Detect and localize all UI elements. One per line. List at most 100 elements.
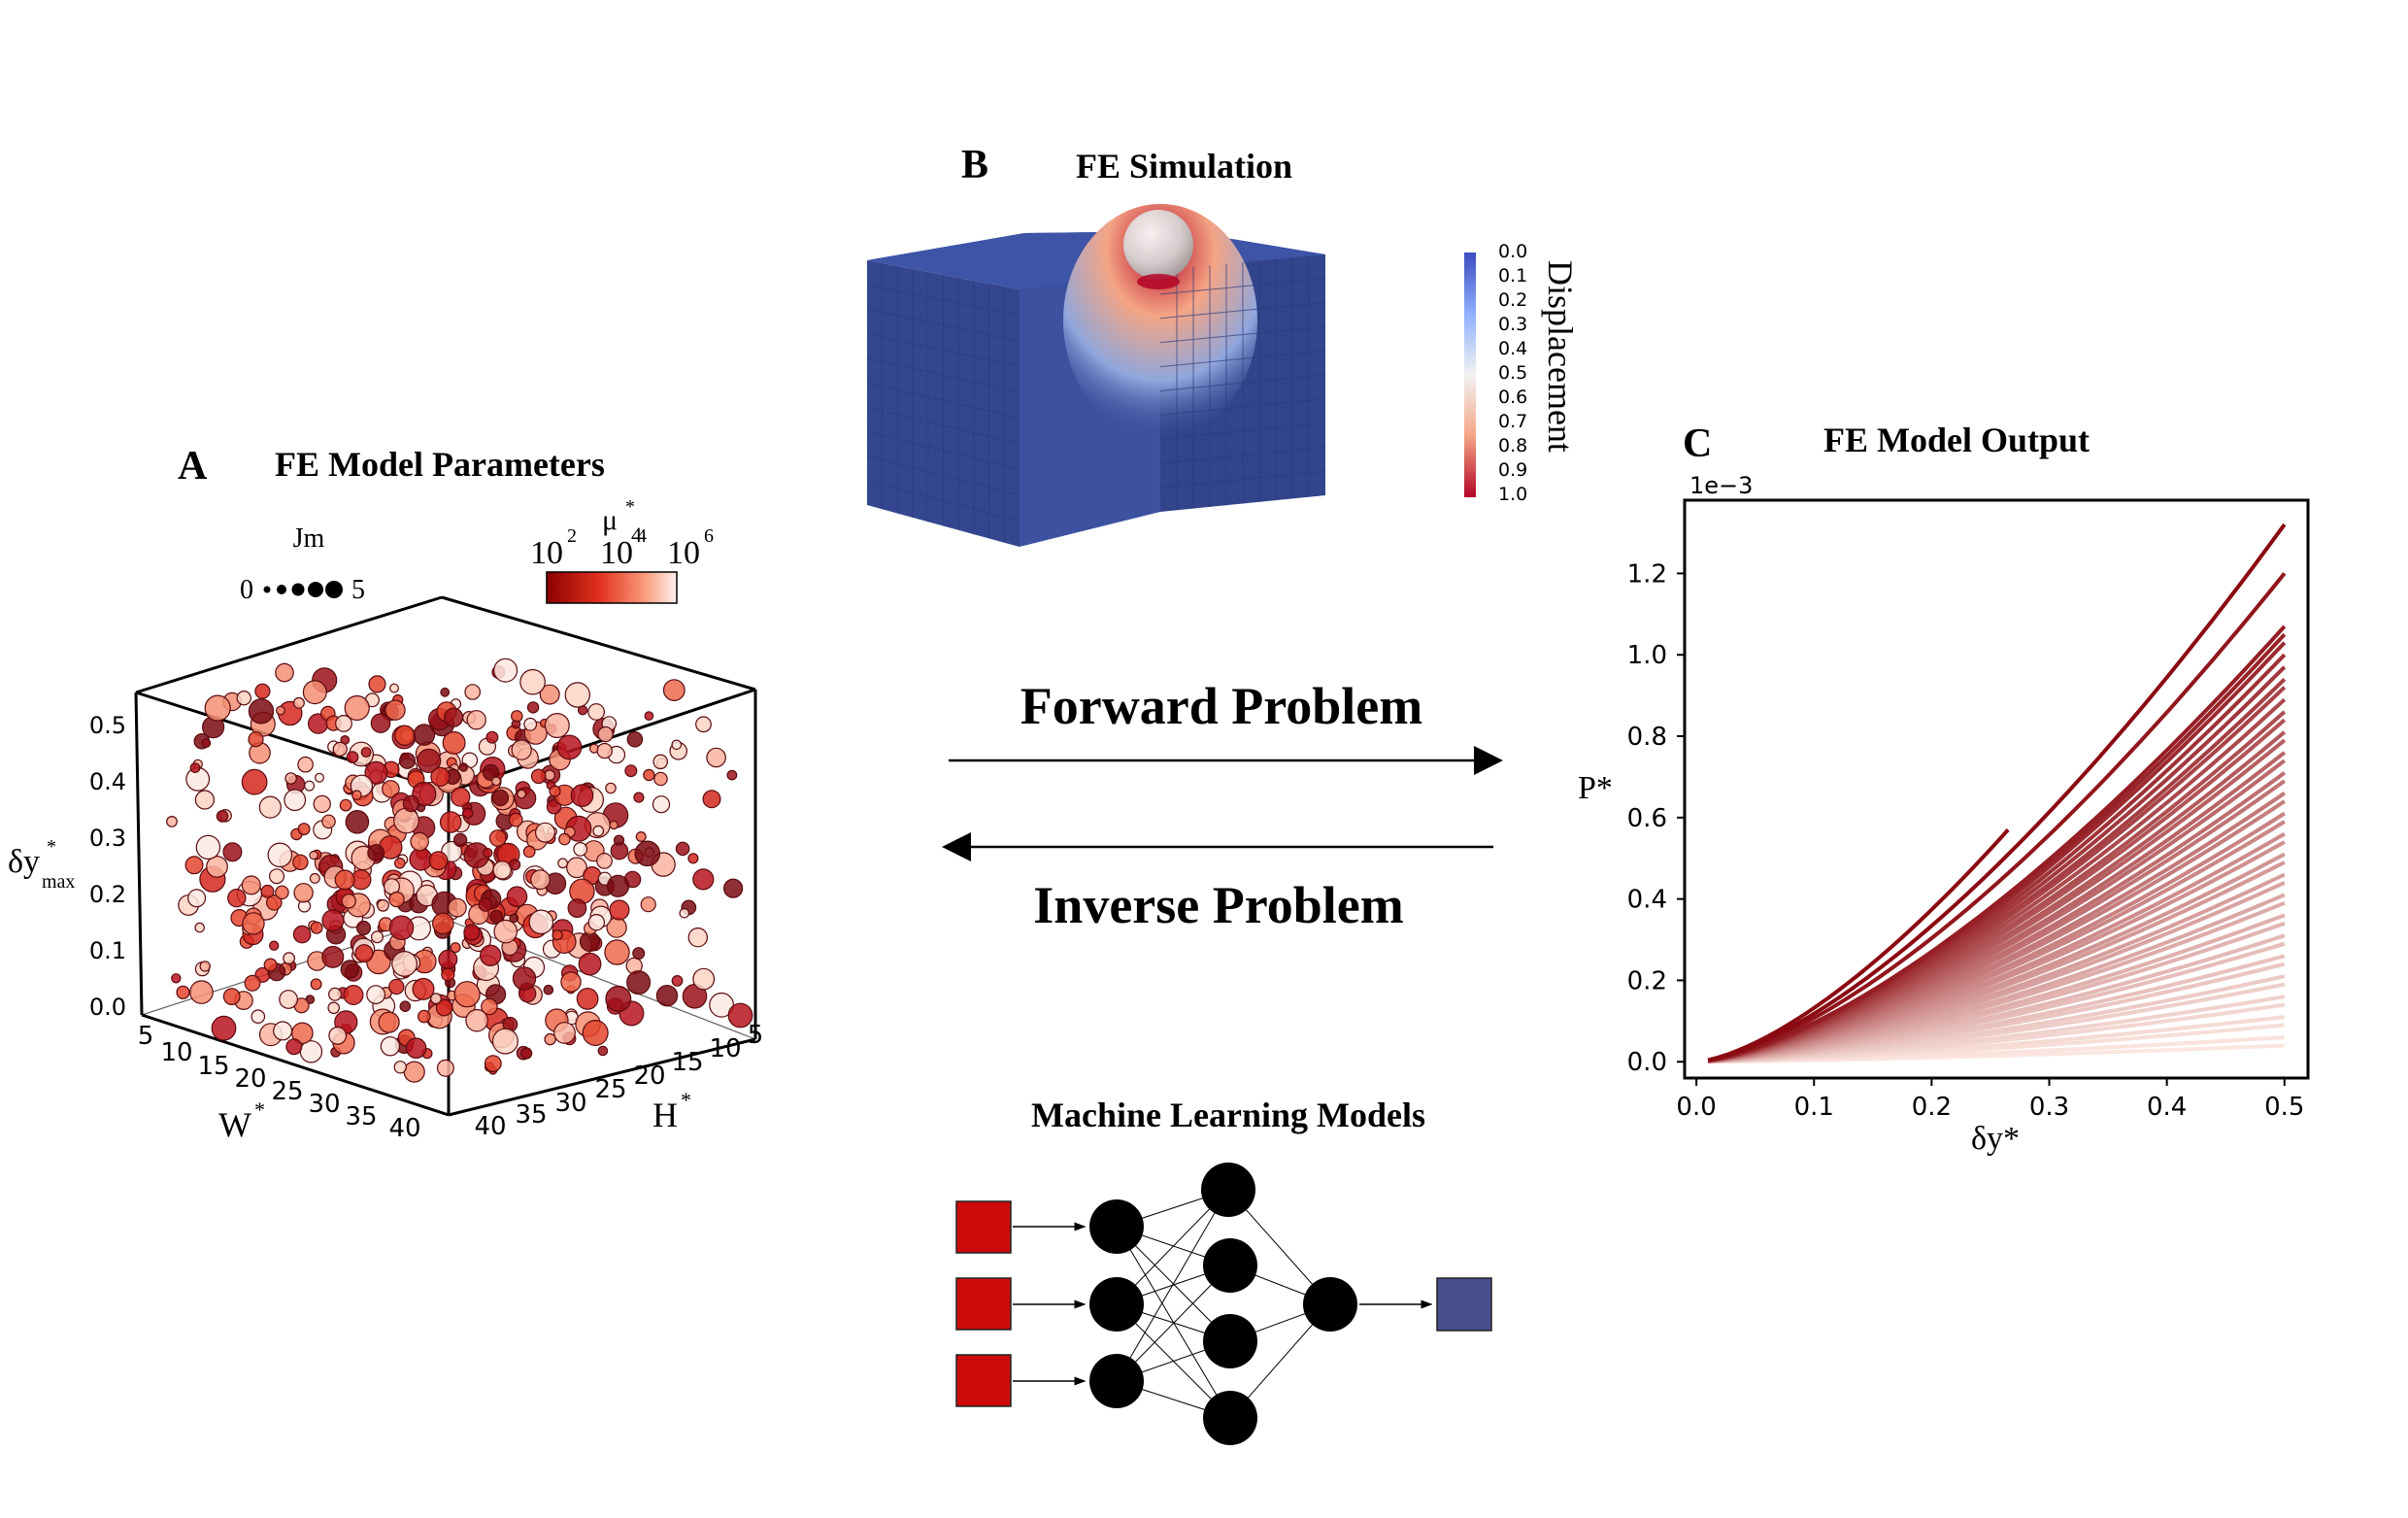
scatter-point <box>388 978 405 995</box>
scatter-point <box>438 949 458 969</box>
svg-text:0.1: 0.1 <box>1498 265 1527 287</box>
scatter-point <box>341 894 356 909</box>
scatter-point <box>485 730 499 744</box>
scatter-point <box>635 830 647 842</box>
nn-node <box>1201 1163 1255 1217</box>
x-tick-label: 0.1 <box>1794 1093 1834 1122</box>
scatter-point <box>511 739 532 760</box>
scatter-point <box>263 958 278 972</box>
scatter-point <box>596 853 613 869</box>
curve-line <box>1707 523 2287 1063</box>
indenter-sphere <box>1123 210 1193 280</box>
y-tick-label: 0.0 <box>1627 1048 1667 1077</box>
scatter-point <box>360 747 372 758</box>
input-node <box>955 1354 1012 1407</box>
scatter-point <box>321 945 345 968</box>
x-tick-label: 0.0 <box>1676 1093 1716 1122</box>
scatter-point <box>549 785 561 797</box>
scatter-point <box>643 768 655 782</box>
scatter-point <box>410 831 429 852</box>
scatter-point <box>675 841 690 857</box>
h-axis-ticks: 40 35 30 25 20 15 10 5 <box>474 1021 763 1141</box>
svg-text:30: 30 <box>308 1090 340 1119</box>
svg-text:*: * <box>47 836 56 858</box>
scatter-point <box>687 928 709 948</box>
svg-text:0.3: 0.3 <box>89 825 126 852</box>
scatter-point <box>189 980 214 1004</box>
scatter-point <box>297 823 311 836</box>
scatter-point <box>652 795 671 814</box>
scatter-point <box>367 844 385 861</box>
scatter-point <box>557 858 568 869</box>
scatter-point <box>269 868 285 885</box>
scatter-point <box>393 807 419 834</box>
scatter-point <box>558 832 571 846</box>
svg-text:P*: P* <box>1578 770 1613 806</box>
scatter-point <box>340 960 360 979</box>
chart-frame <box>1683 498 2310 1080</box>
scatter-point <box>463 924 481 941</box>
scatter-point <box>441 967 455 982</box>
scatter-point <box>313 794 331 814</box>
x-tick-label: 0.4 <box>2147 1093 2187 1122</box>
scatter-point <box>520 1047 533 1060</box>
scatter-point <box>364 760 388 785</box>
scatter-point <box>204 694 231 722</box>
size-legend-max: 5 <box>351 575 365 605</box>
scatter-point <box>544 1032 556 1046</box>
scatter-point <box>405 1037 427 1059</box>
scatter-point <box>321 909 345 932</box>
scatter-point <box>491 789 510 807</box>
scatter-point <box>695 716 712 733</box>
color-legend-ticks: 10 2 10 4 10 6 <box>530 525 714 571</box>
x-tick-label: 0.2 <box>1912 1093 1952 1122</box>
scatter-point <box>292 925 312 944</box>
panel-a-title: FE Model Parameters <box>275 445 605 484</box>
svg-text:*: * <box>625 496 635 518</box>
scatter-point <box>692 967 716 991</box>
scatter-point <box>528 909 554 935</box>
scatter-point <box>439 811 462 833</box>
nn-input-boxes <box>955 1200 1012 1407</box>
z-axis-label: δy * max <box>8 836 75 893</box>
scatter-point <box>556 734 583 760</box>
z-axis-ticks: 0.0 0.1 0.2 0.3 0.4 0.5 <box>89 712 126 1021</box>
scatter-point <box>634 840 661 867</box>
scatter-point <box>522 845 536 859</box>
scatter-point <box>370 713 391 733</box>
y-tick-label: 0.6 <box>1627 804 1667 833</box>
scatter-point <box>417 1009 431 1024</box>
scatter-point <box>409 847 433 871</box>
scatter-point <box>431 912 454 935</box>
scatter-point <box>582 1019 609 1046</box>
nn-node <box>1203 1391 1257 1445</box>
scatter-point <box>493 919 518 944</box>
scatter-point <box>604 939 630 965</box>
scatter-point <box>573 842 588 857</box>
panel-c-letter: C <box>1683 422 1712 466</box>
svg-text:0.5: 0.5 <box>1498 362 1527 384</box>
chart-ticks: 0.0 0.1 0.2 0.3 0.4 0.5 0.0 0.2 0.4 0.6 0.8 1.0 1.2 <box>1627 559 2305 1122</box>
scatter-point <box>297 756 314 773</box>
panel-c-title: FE Model Output <box>1823 421 2090 459</box>
scatter-point <box>567 898 587 918</box>
scatter-point <box>254 683 271 699</box>
scatter-point <box>412 977 435 1000</box>
scatter-point <box>339 798 352 812</box>
svg-text:1.0: 1.0 <box>1498 484 1527 505</box>
scatter-point <box>260 884 275 898</box>
x-tick-label: 0.5 <box>2264 1093 2304 1122</box>
scatter-point <box>652 754 668 770</box>
scatter-point <box>624 764 638 778</box>
y-tick-label: 0.4 <box>1627 886 1667 915</box>
scatter-point <box>483 848 493 859</box>
scatter-point <box>398 752 417 769</box>
svg-text:max: max <box>42 871 75 893</box>
w-axis-ticks: 5 10 15 20 25 30 35 40 <box>138 1022 421 1143</box>
inverse-problem-label: Inverse Problem <box>1033 876 1403 934</box>
panel-b-letter: B <box>961 143 988 187</box>
scatter-point <box>344 694 370 722</box>
scatter-point <box>377 898 389 912</box>
scatter-point <box>458 762 469 772</box>
